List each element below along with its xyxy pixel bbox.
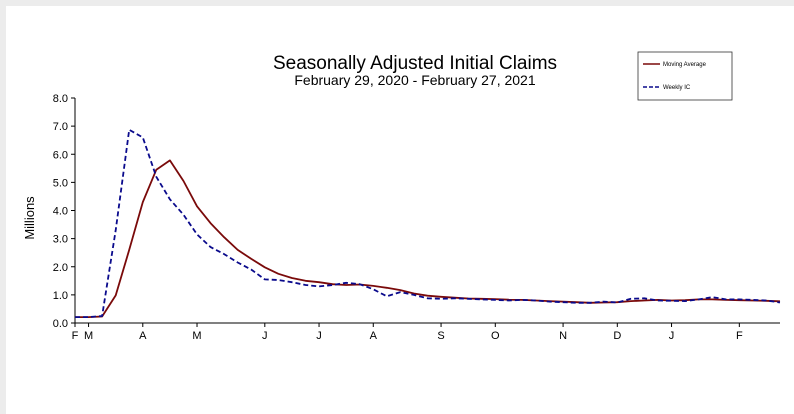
x-tick-label: O bbox=[491, 330, 500, 342]
x-tick-label: J bbox=[316, 330, 322, 342]
x-tick-label: J bbox=[669, 330, 675, 342]
y-tick-label: 6.0 bbox=[53, 149, 68, 161]
x-tick-label: J bbox=[262, 330, 268, 342]
x-tick-label: M bbox=[192, 330, 201, 342]
chart-title: Seasonally Adjusted Initial Claims bbox=[273, 53, 557, 74]
x-tick-label: F bbox=[736, 330, 743, 342]
y-tick-label: 4.0 bbox=[53, 206, 68, 218]
y-tick-label: 2.0 bbox=[53, 262, 68, 274]
y-tick-label: 1.0 bbox=[53, 290, 68, 302]
y-tick-label: 0.0 bbox=[53, 318, 68, 330]
y-axis-label: Millions bbox=[22, 196, 37, 240]
x-tick-label: M bbox=[84, 330, 93, 342]
legend: Moving Average Weekly IC bbox=[637, 51, 733, 101]
y-tick-label: 3.0 bbox=[53, 234, 68, 246]
y-tick-label: 8.0 bbox=[53, 93, 68, 105]
y-tick-label: 5.0 bbox=[53, 177, 68, 189]
x-tick-label: A bbox=[370, 330, 378, 342]
plot-area: 0.01.02.03.04.05.06.07.08.0F M A M J J A S O N D J F bbox=[53, 93, 781, 342]
series-line-moving-average bbox=[75, 159, 781, 319]
chart-svg: Seasonally Adjusted Initial Claims Febru… bbox=[22, 51, 781, 342]
legend-label-moving-average: Moving Average bbox=[663, 62, 707, 68]
y-tick-label: 7.0 bbox=[53, 121, 68, 133]
legend-box bbox=[637, 51, 733, 101]
x-tick-label: N bbox=[559, 330, 567, 342]
x-tick-label: D bbox=[613, 330, 621, 342]
x-tick-label: F bbox=[72, 330, 79, 342]
chart-frame: Seasonally Adjusted Initial Claims Febru… bbox=[6, 6, 794, 414]
chart-subtitle: February 29, 2020 - February 27, 2021 bbox=[294, 72, 535, 88]
x-tick-label: A bbox=[139, 330, 147, 342]
series-line-weekly-ic bbox=[75, 128, 781, 319]
x-tick-label: S bbox=[437, 330, 444, 342]
legend-label-weekly-ic: Weekly IC bbox=[663, 85, 691, 91]
